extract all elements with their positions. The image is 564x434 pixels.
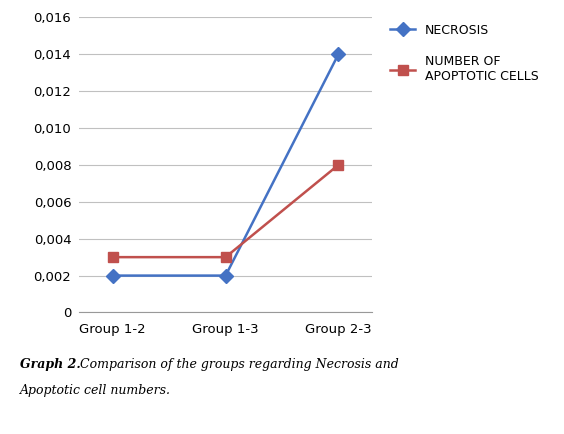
Text: Comparison of the groups regarding Necrosis and: Comparison of the groups regarding Necro… [76, 358, 399, 371]
Text: Graph 2.: Graph 2. [20, 358, 81, 371]
Text: Apoptotic cell numbers.: Apoptotic cell numbers. [20, 384, 171, 397]
Legend: NECROSIS, NUMBER OF
APOPTOTIC CELLS: NECROSIS, NUMBER OF APOPTOTIC CELLS [390, 23, 539, 83]
